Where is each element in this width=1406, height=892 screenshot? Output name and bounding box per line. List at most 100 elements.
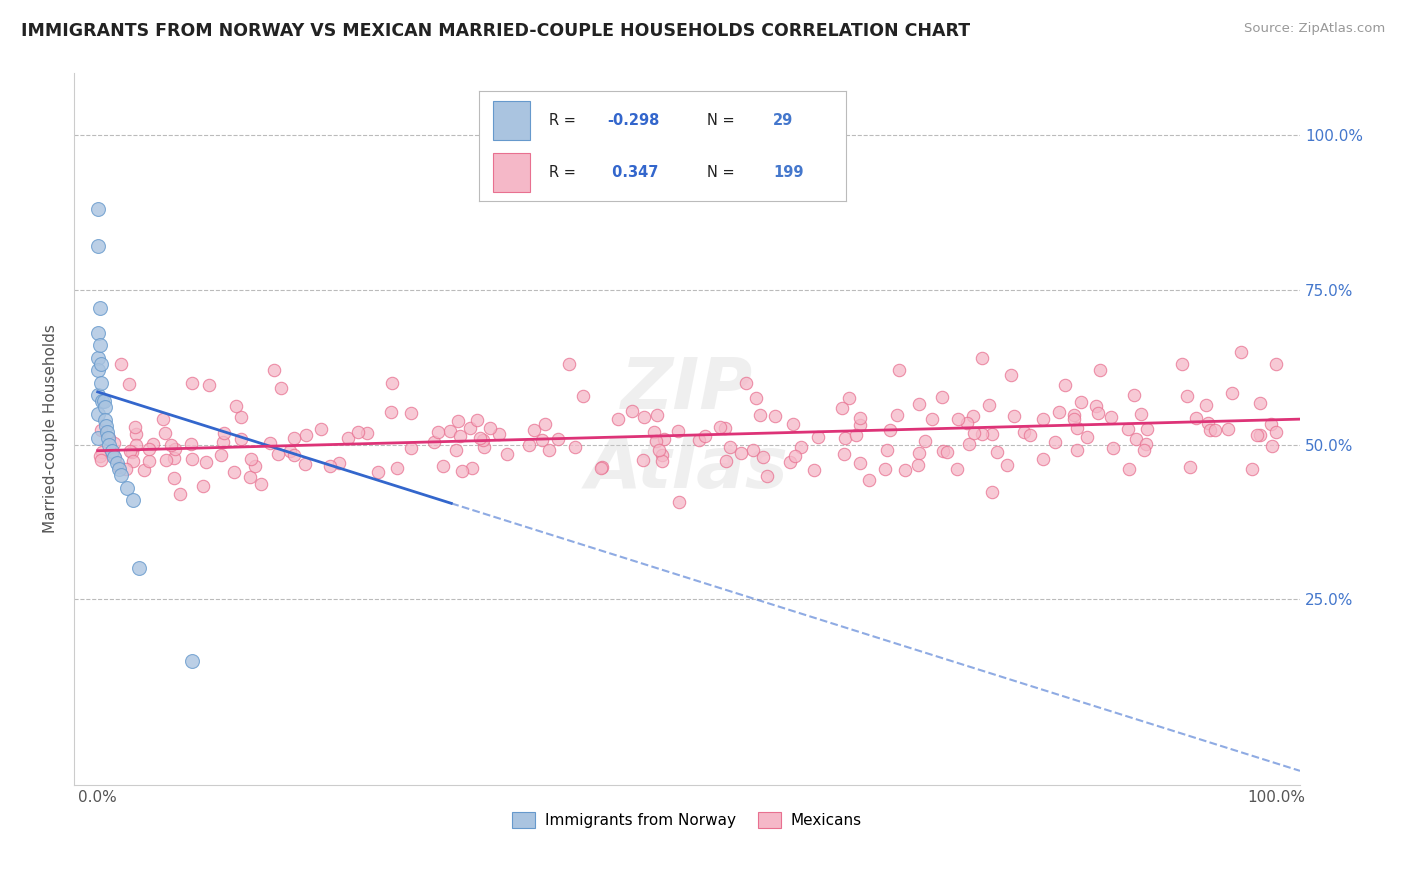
Point xyxy=(735,376,758,390)
Point xyxy=(110,357,132,371)
Point xyxy=(263,363,285,377)
Point xyxy=(426,425,449,439)
Point xyxy=(110,468,132,483)
Point xyxy=(198,378,221,392)
Point xyxy=(94,419,117,434)
Point xyxy=(1012,425,1035,439)
Point xyxy=(1185,411,1208,425)
Point xyxy=(267,447,290,461)
Point xyxy=(1178,459,1201,474)
Point xyxy=(120,443,142,458)
Point xyxy=(181,376,204,390)
Point xyxy=(571,389,593,403)
Point xyxy=(224,465,246,479)
Point xyxy=(744,391,766,405)
Point xyxy=(105,456,128,470)
Point xyxy=(782,417,804,431)
Point xyxy=(479,421,502,435)
Point xyxy=(90,444,112,458)
Point xyxy=(225,399,247,413)
Point xyxy=(159,438,181,452)
Point xyxy=(517,438,540,452)
Point xyxy=(668,495,690,509)
Point xyxy=(103,436,125,450)
Point xyxy=(643,425,665,440)
Point xyxy=(93,394,115,409)
Point xyxy=(468,430,491,444)
Point xyxy=(461,460,484,475)
Point xyxy=(336,431,359,445)
Point xyxy=(807,429,830,443)
Point xyxy=(1087,406,1109,420)
Point xyxy=(1198,423,1220,437)
Point xyxy=(432,458,454,473)
Point xyxy=(620,403,643,417)
Point xyxy=(380,405,402,419)
Point xyxy=(449,429,471,443)
Point xyxy=(193,479,215,493)
Point xyxy=(986,445,1008,459)
Point xyxy=(356,425,378,440)
Point xyxy=(876,443,898,458)
Point xyxy=(1032,412,1054,426)
Point xyxy=(752,450,775,465)
Point xyxy=(86,431,108,445)
Point xyxy=(1220,386,1243,401)
Point xyxy=(979,398,1001,412)
Point xyxy=(606,412,628,426)
Point xyxy=(1133,443,1156,458)
Point xyxy=(115,461,138,475)
Point xyxy=(89,301,111,316)
Point xyxy=(1102,441,1125,455)
Point xyxy=(90,357,112,371)
Point xyxy=(194,455,217,469)
Point xyxy=(243,458,266,473)
Point xyxy=(858,474,880,488)
Point xyxy=(957,437,980,451)
Point xyxy=(914,434,936,449)
Point xyxy=(89,338,111,352)
Point xyxy=(644,434,666,448)
Point xyxy=(645,408,668,422)
Point xyxy=(328,456,350,470)
Point xyxy=(1195,399,1218,413)
Point xyxy=(1045,434,1067,449)
Point xyxy=(278,444,301,458)
Point xyxy=(96,425,118,439)
Point xyxy=(523,423,546,437)
Point xyxy=(591,461,613,475)
Point xyxy=(93,401,115,415)
Point xyxy=(128,561,150,575)
Legend: Immigrants from Norway, Mexicans: Immigrants from Norway, Mexicans xyxy=(506,806,868,834)
Point xyxy=(651,454,673,468)
Point xyxy=(444,443,467,458)
Point xyxy=(471,433,494,447)
Point xyxy=(591,460,613,475)
Point xyxy=(439,425,461,439)
Point xyxy=(283,431,305,445)
Point xyxy=(115,481,138,495)
Point xyxy=(86,239,108,253)
Point xyxy=(401,442,423,456)
Point xyxy=(86,351,108,365)
Point xyxy=(1264,425,1286,439)
Point xyxy=(1130,407,1153,421)
Point xyxy=(849,456,872,470)
Point xyxy=(86,363,108,377)
Point xyxy=(152,412,174,426)
Point xyxy=(90,453,112,467)
Point xyxy=(931,390,953,404)
Point xyxy=(125,438,148,452)
Point xyxy=(1230,344,1253,359)
Point xyxy=(790,440,813,454)
Point xyxy=(138,454,160,468)
Point xyxy=(98,437,121,451)
Point xyxy=(122,493,145,508)
Point xyxy=(1136,422,1159,436)
Point xyxy=(537,443,560,458)
Point xyxy=(981,427,1004,442)
Point xyxy=(718,440,741,454)
Point xyxy=(848,411,870,425)
Point xyxy=(834,431,856,445)
Point xyxy=(742,443,765,458)
